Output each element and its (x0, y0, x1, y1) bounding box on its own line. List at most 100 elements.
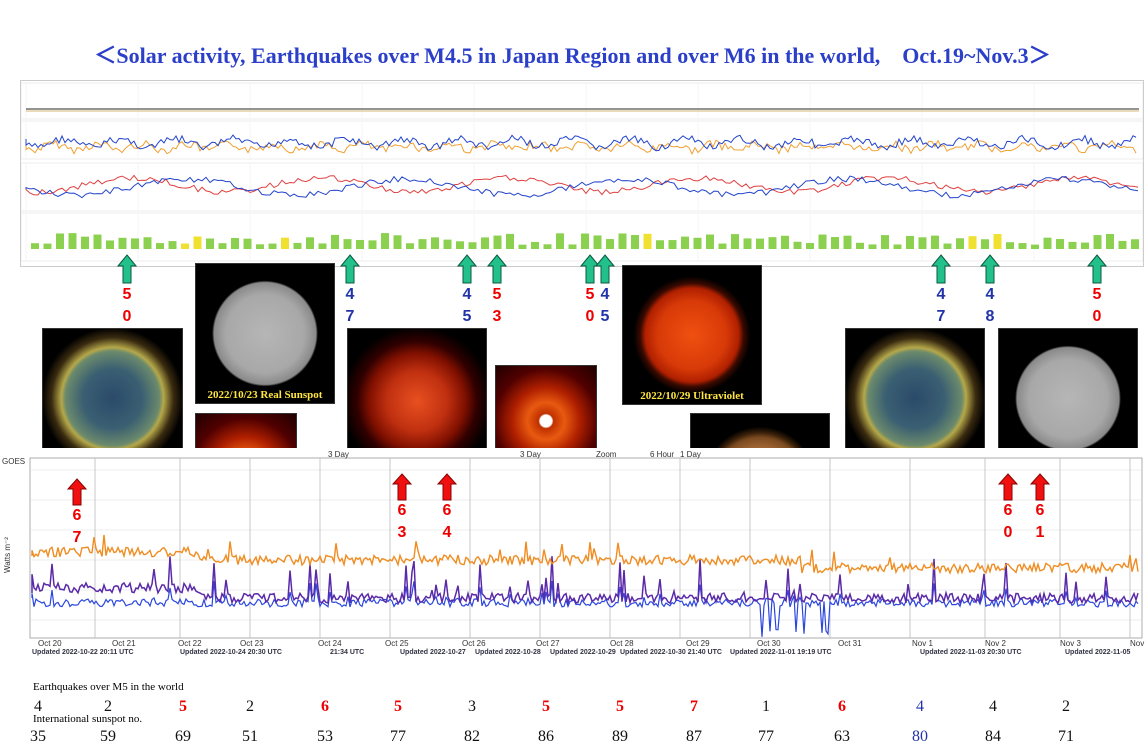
solar-image-caption: 2022/10/29 Ultraviolet (640, 390, 744, 402)
earthquake-count-cell: 4 (989, 698, 997, 715)
kp-bar (906, 235, 914, 249)
xray-tab[interactable]: 3 Day (328, 450, 349, 459)
earthquake-count-cell: 1 (762, 698, 770, 715)
magnitude-dec: 7 (345, 308, 355, 325)
sunspot-number-cell: 59 (100, 728, 116, 745)
sunspot-number-cell: 35 (30, 728, 46, 745)
xray-ylabel: Watts m⁻² (3, 537, 12, 573)
kp-bar (143, 237, 152, 249)
kp-bar (218, 243, 227, 249)
page-title: ＜Solar activity, Earthquakes over M4.5 i… (94, 43, 1051, 68)
kp-bar (981, 239, 989, 249)
kp-bar (581, 233, 589, 249)
sunspot-number-cell: 82 (464, 728, 480, 745)
kp-bar (43, 243, 52, 249)
kp-bar (543, 244, 552, 249)
japan-quake-arrow (930, 254, 952, 289)
kp-bar (1043, 237, 1052, 249)
magnitude-int: 6 (1035, 502, 1045, 519)
solar-image-caption: 2022/10/23 Real Sunspot (207, 389, 323, 401)
up-arrow-icon (116, 254, 138, 284)
xray-tab[interactable]: 6 Hour (650, 450, 674, 459)
earthquake-count-cell: 4 (34, 698, 42, 715)
magnitude-dec: 1 (1035, 524, 1045, 541)
xray-tab[interactable]: 1 Day (680, 450, 701, 459)
xray-update-label: Updated 2022-10-24 20:30 UTC (180, 649, 282, 656)
xray-tab[interactable]: Zoom (596, 450, 617, 459)
kp-bar (1006, 242, 1014, 249)
xray-tick-label: Oct 20 (38, 639, 62, 648)
kp-bar (831, 237, 839, 249)
xray-tick-label: Oct 29 (686, 639, 710, 648)
magnitude-dec: 5 (462, 308, 472, 325)
sunspot-number-cell: 63 (834, 728, 850, 745)
xray-tick-label: Nov 2 (985, 639, 1006, 648)
xray-flux-chart: GOES Watts m⁻² Oct 20 Oct 21 Oct 22 Oct 23 Oct… (0, 448, 1145, 658)
solar-image: 2022/10/23 Real Sunspot (195, 263, 335, 404)
xray-update-label: Updated 2022-10-29 (550, 649, 616, 656)
magnitude-dec: 5 (600, 308, 610, 325)
kp-bar (56, 233, 64, 249)
xray-update-label: Updated 2022-10-28 (475, 649, 541, 656)
magnitude-int: 4 (600, 286, 610, 303)
panel-frame (21, 162, 1143, 212)
kp-bar (181, 243, 189, 249)
up-arrow-icon (391, 473, 413, 501)
kp-bar (556, 233, 564, 249)
kp-bar (356, 239, 364, 249)
up-arrow-icon (339, 254, 361, 284)
magnetometer-red (25, 174, 1139, 196)
up-arrow-icon (436, 473, 458, 501)
kp-bar (881, 235, 889, 249)
kp-bar (493, 235, 502, 249)
kp-bar (381, 233, 389, 249)
xray-tick-label: Nov 1 (912, 639, 933, 648)
world-quake-arrow (391, 473, 413, 506)
kp-bar (206, 238, 214, 249)
kp-bar (706, 234, 714, 249)
xray-tab[interactable]: 3 Day (520, 450, 541, 459)
up-arrow-icon (979, 254, 1001, 284)
kp-bar (281, 237, 289, 249)
magnitude-int: 5 (122, 286, 132, 303)
world-quake-arrow (997, 473, 1019, 506)
kp-bar (531, 241, 539, 249)
xray-tick-label: Oct 25 (385, 639, 409, 648)
kp-bar (106, 240, 114, 249)
panel-frame (21, 82, 1143, 120)
kp-bar (131, 238, 139, 249)
solar-image: 2022/10/21 Ultraviolet (42, 328, 183, 469)
kp-bar (956, 238, 964, 249)
earthquake-row-label: Earthquakes over M5 in the world (33, 681, 184, 693)
japan-quake-arrow (339, 254, 361, 289)
kp-bar (243, 238, 252, 249)
xray-tick-label: Oct 21 (112, 639, 136, 648)
kp-bar (156, 243, 164, 249)
magnitude-dec: 3 (492, 308, 502, 325)
earthquake-count-cell: 2 (246, 698, 254, 715)
kp-bar (1031, 244, 1039, 249)
kp-bar (431, 237, 439, 249)
xray-tick-label: Oct 24 (318, 639, 342, 648)
xray-update-label: 21:34 UTC (330, 649, 364, 656)
xray-tick-label: Oct 23 (240, 639, 264, 648)
kp-bar (81, 236, 89, 249)
world-quake-arrow (436, 473, 458, 506)
xray-tick-label: Oct 27 (536, 639, 560, 648)
kp-bar (718, 243, 727, 249)
magnitude-int: 4 (936, 286, 946, 303)
magnitude-dec: 7 (72, 529, 82, 546)
kp-bar (31, 243, 39, 249)
sunspot-number-cell: 53 (317, 728, 333, 745)
magnitude-int: 6 (72, 507, 82, 524)
xray-update-label: Updated 2022-11-03 20:30 UTC (920, 649, 1022, 656)
